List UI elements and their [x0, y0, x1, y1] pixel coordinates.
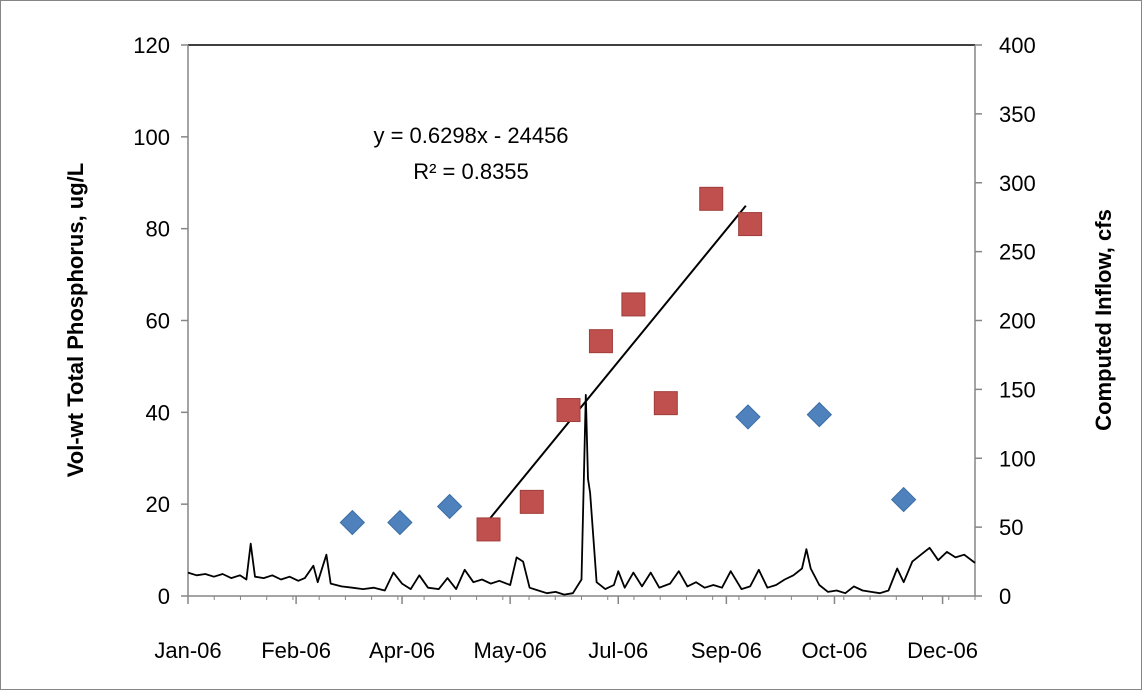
square-point [588, 329, 613, 354]
x-tick-label: Feb-06 [261, 638, 331, 663]
y-right-tick-label: 300 [999, 171, 1036, 196]
square-point [699, 186, 724, 211]
x-tick-label: Dec-06 [907, 638, 978, 663]
x-tick-label: Oct-06 [801, 638, 867, 663]
x-tick-label: Apr-06 [369, 638, 435, 663]
square-point [653, 391, 678, 416]
diamond-point [806, 401, 833, 428]
square-point [738, 212, 763, 237]
y-right-tick-label: 350 [999, 102, 1036, 127]
y-left-tick-label: 0 [158, 584, 170, 609]
diamond-point [735, 404, 761, 430]
plot-area [188, 45, 975, 596]
square-point [621, 292, 646, 317]
right-tick-labels: 0 50 100 150 200 250 300 350 400 [975, 33, 1036, 609]
y-left-tick-label: 80 [146, 217, 170, 242]
y-left-tick-label: 20 [146, 492, 170, 517]
x-tick-label: Jan-06 [154, 638, 221, 663]
diamond-point [436, 493, 463, 520]
y-left-tick-label: 60 [146, 309, 170, 334]
x-tick-label: May-06 [473, 638, 546, 663]
diamond-point [339, 509, 366, 536]
x-tick-label: Sep-06 [691, 638, 762, 663]
y-right-title: Computed Inflow, cfs [1091, 209, 1116, 431]
y-right-tick-label: 400 [999, 33, 1036, 58]
inflow-line [187, 393, 976, 596]
trendline [487, 205, 747, 521]
square-point [556, 398, 581, 423]
x-tick-label: Jul-06 [588, 638, 648, 663]
y-left-tick-label: 100 [133, 125, 170, 150]
trendline-group [487, 205, 747, 521]
square-point [519, 489, 544, 514]
x-tick-labels: Jan-06 Feb-06 Apr-06 May-06 Jul-06 Sep-06 Oct-… [154, 596, 978, 663]
diamond-point [387, 509, 413, 536]
y-right-tick-label: 150 [999, 377, 1036, 402]
trendline-equation: y = 0.6298x - 24456 [373, 123, 568, 148]
y-right-tick-label: 200 [999, 309, 1036, 334]
diamond-point [890, 486, 917, 513]
y-right-tick-label: 100 [999, 446, 1036, 471]
y-right-tick-label: 50 [999, 515, 1023, 540]
square-point [476, 517, 501, 542]
y-left-tick-label: 40 [146, 400, 170, 425]
y-right-tick-label: 0 [999, 584, 1011, 609]
inflow-series [187, 393, 976, 596]
left-tick-labels: 0 20 40 60 80 100 120 [133, 33, 188, 609]
y-left-title: Vol-wt Total Phosphorus, ug/L [63, 163, 88, 478]
r-squared-label: R² = 0.8355 [413, 159, 529, 184]
y-right-tick-label: 250 [999, 240, 1036, 265]
y-left-tick-label: 120 [133, 33, 170, 58]
data-points [339, 186, 917, 542]
